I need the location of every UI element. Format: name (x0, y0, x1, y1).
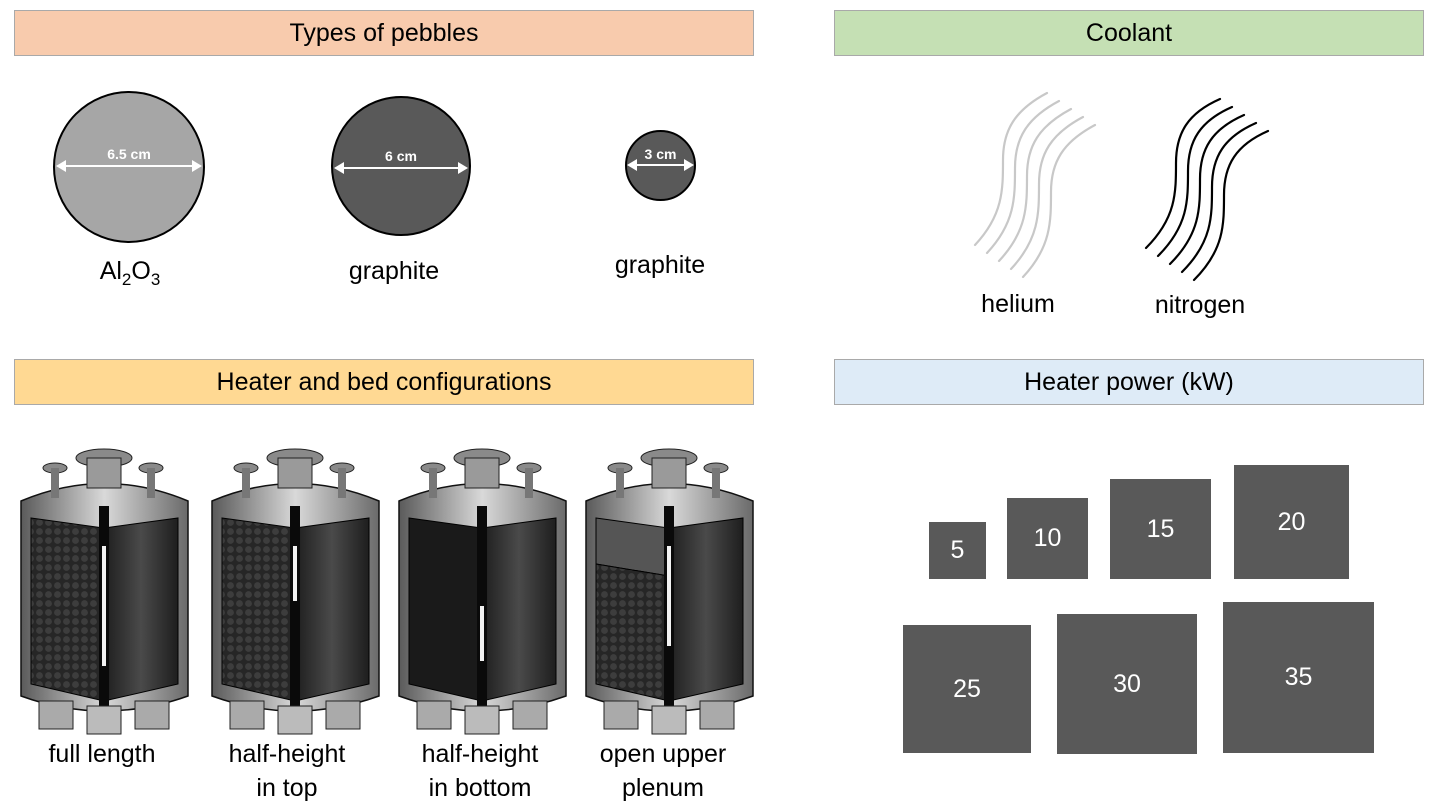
graphite-large-label: graphite (348, 257, 440, 285)
power-box-15: 15 (1110, 479, 1211, 579)
alumina-dimension-arrow (56, 160, 202, 172)
power-box-10: 10 (1007, 498, 1088, 579)
pebbles-title: Types of pebbles (289, 18, 479, 47)
graphite-small-dimension: 3 cm (644, 146, 677, 162)
vessel-full-length (20, 448, 189, 735)
alumina-label: Al2O3 (99, 257, 161, 289)
power-title: Heater power (kW) (1024, 367, 1234, 396)
power-box-35: 35 (1223, 602, 1374, 753)
coolant-header: Coolant (834, 10, 1424, 56)
configs-header: Heater and bed configurations (14, 359, 754, 405)
config-label-open-upper-plenum: open upper plenum (599, 740, 727, 802)
vessel-half-height-top (211, 448, 380, 735)
configs-title: Heater and bed configurations (216, 367, 552, 396)
coolant-title: Coolant (1085, 18, 1173, 47)
power-box-20: 20 (1234, 465, 1349, 579)
power-box-25: 25 (903, 625, 1031, 753)
nitrogen-flow-icon (1144, 97, 1270, 282)
helium-flow-icon (973, 91, 1097, 279)
config-label-half-height-bottom: half-height in bottom (421, 740, 539, 802)
graphite-large-dimension: 6 cm (385, 148, 417, 164)
config-label-half-height-top: half-height in top (228, 740, 346, 802)
power-box-30: 30 (1057, 614, 1197, 754)
helium-label: helium (981, 290, 1055, 318)
vessel-half-height-bottom (398, 448, 567, 735)
vessel-open-upper-plenum (585, 448, 754, 735)
graphite-large-dimension-arrow (334, 162, 468, 174)
power-box-5: 5 (929, 522, 986, 579)
nitrogen-label: nitrogen (1154, 291, 1246, 319)
power-header: Heater power (kW) (834, 359, 1424, 405)
graphite-small-dimension-arrow (627, 159, 694, 171)
alumina-pebble (53, 91, 205, 243)
config-label-full-length: full length (48, 740, 156, 768)
pebbles-header: Types of pebbles (14, 10, 754, 56)
alumina-dimension: 6.5 cm (107, 146, 151, 162)
graphite-pebble-large (331, 96, 471, 236)
graphite-small-label: graphite (614, 251, 706, 279)
